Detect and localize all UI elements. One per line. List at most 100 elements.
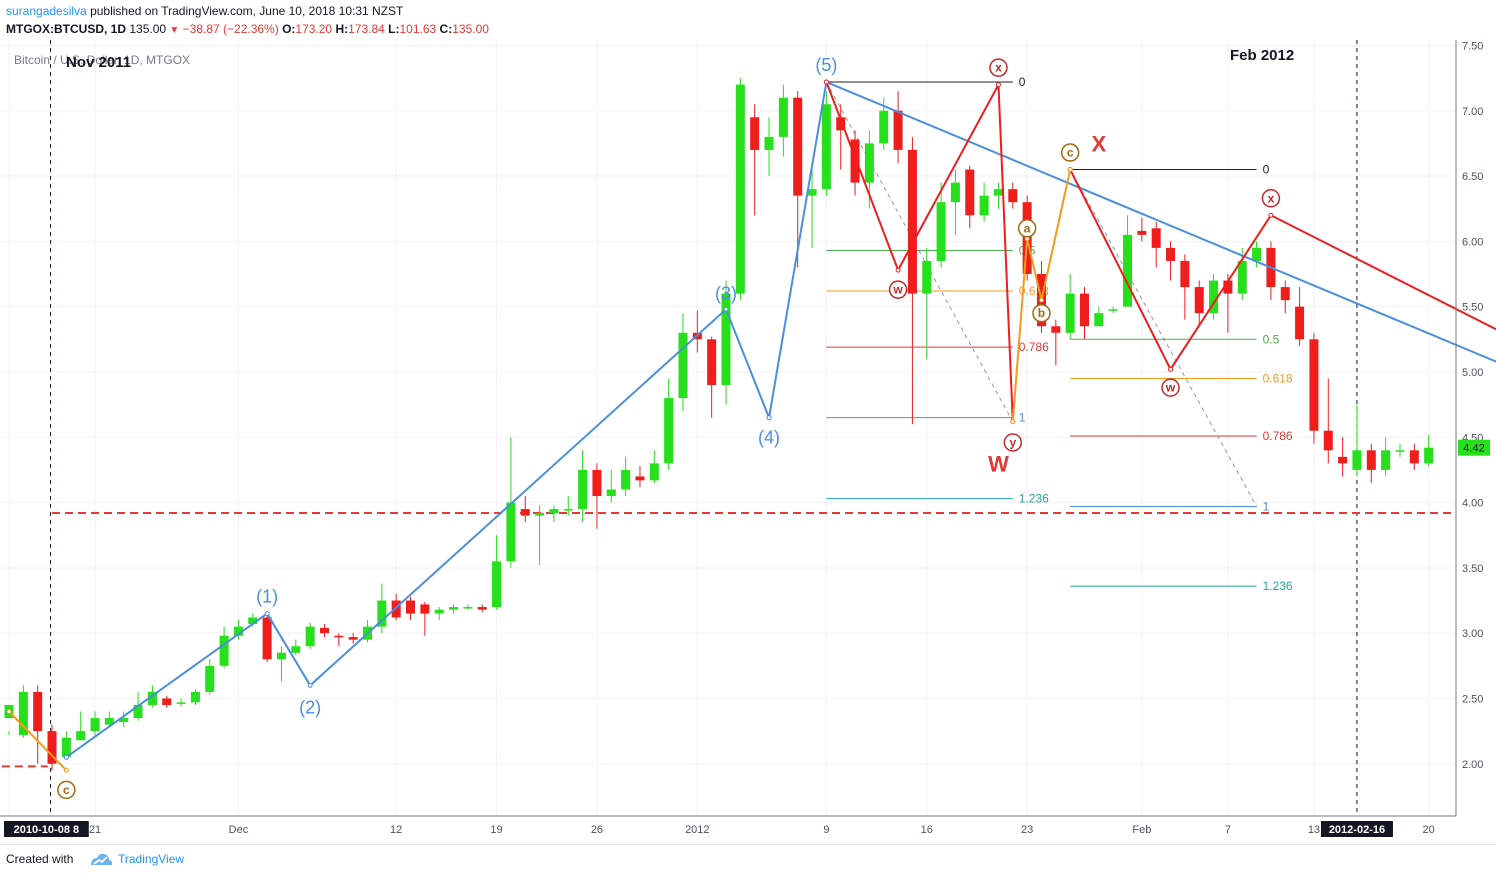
wave-pivot bbox=[1038, 297, 1044, 303]
candle-body bbox=[248, 617, 258, 625]
candle-body bbox=[1381, 450, 1391, 470]
candle-body bbox=[1065, 293, 1075, 333]
wave-pivot bbox=[1067, 167, 1073, 173]
fib-label: 1.236 bbox=[1263, 579, 1293, 593]
x-tick-highlight bbox=[4, 821, 89, 837]
wave-label-c: c bbox=[63, 783, 70, 797]
candle-body bbox=[1366, 450, 1376, 470]
wave-label-w: w bbox=[892, 283, 903, 297]
wave-pivot bbox=[1268, 212, 1274, 218]
candle-body bbox=[205, 665, 215, 692]
y-tick-label: 3.00 bbox=[1462, 628, 1483, 640]
fib-label: 0.5 bbox=[1263, 332, 1280, 346]
chart-header: surangadesilva published on TradingView.… bbox=[0, 0, 1496, 40]
candle-body bbox=[592, 469, 602, 497]
candle-body bbox=[420, 604, 430, 614]
y-tick-label: 5.00 bbox=[1462, 367, 1483, 379]
y-tick-label: 5.50 bbox=[1462, 302, 1483, 314]
fib-label: 0.618 bbox=[1263, 371, 1293, 385]
reference-lines bbox=[1, 40, 1456, 816]
candle-body bbox=[1123, 234, 1133, 307]
candle-body bbox=[434, 609, 444, 614]
wave-label-major: X bbox=[1091, 131, 1106, 156]
x-tick-label: 2012 bbox=[685, 824, 709, 836]
candle-body bbox=[750, 117, 760, 150]
wave-pivot bbox=[723, 306, 729, 312]
fib-label: 0.786 bbox=[1263, 429, 1293, 443]
candle-body bbox=[233, 626, 243, 636]
trend-helper bbox=[825, 81, 1014, 422]
candle-body bbox=[1424, 447, 1434, 464]
fib-label: 0.786 bbox=[1019, 340, 1049, 354]
open-value: 173.20 bbox=[295, 22, 333, 36]
author-link[interactable]: surangadesilva bbox=[6, 4, 87, 18]
y-tick-label: 7.00 bbox=[1462, 106, 1483, 118]
candlestick-chart[interactable]: 00.50.6180.78611.23600.50.6180.78611.236… bbox=[0, 40, 1496, 844]
candle-body bbox=[1108, 309, 1118, 311]
wave-label-abc-ring bbox=[1060, 143, 1080, 162]
y-tick-label: 3.50 bbox=[1462, 563, 1483, 575]
wave-label-abc: b bbox=[1038, 306, 1045, 320]
wave-label-major: W bbox=[988, 451, 1009, 476]
y-tick-label: 7.50 bbox=[1462, 40, 1483, 52]
candle-body bbox=[864, 143, 874, 183]
tradingview-link[interactable]: TradingView bbox=[118, 852, 185, 866]
candle-body bbox=[348, 637, 358, 640]
last-price: 135.00 bbox=[129, 22, 167, 36]
candle-body bbox=[922, 260, 932, 294]
high-value: 173.84 bbox=[348, 22, 385, 36]
wave-label-y-ring bbox=[1261, 189, 1281, 208]
candle-body bbox=[649, 463, 659, 481]
candle-body bbox=[979, 195, 989, 216]
candles bbox=[4, 78, 1434, 771]
candle-body bbox=[936, 202, 946, 261]
candle-body bbox=[1323, 430, 1333, 451]
symbol-label: MTGOX:BTCUSD, 1D bbox=[6, 22, 126, 36]
x-tick-label: 23 bbox=[1021, 824, 1033, 836]
close-value: 135.00 bbox=[452, 22, 489, 36]
candle-body bbox=[563, 509, 573, 511]
candle-body bbox=[1209, 280, 1219, 314]
candle-body bbox=[707, 339, 717, 386]
x-tick-label: 16 bbox=[921, 824, 933, 836]
candle-body bbox=[1309, 339, 1319, 431]
x-tick-label: 19 bbox=[490, 824, 502, 836]
x-tick-label: 21 bbox=[89, 824, 101, 836]
candle-body bbox=[520, 509, 530, 516]
candle-body bbox=[492, 561, 502, 608]
wave-label-w-ring bbox=[888, 280, 908, 299]
publish-info: published on TradingView.com, June 10, 2… bbox=[90, 4, 404, 18]
candle-body bbox=[219, 635, 229, 666]
wave-label-w: x bbox=[995, 61, 1002, 75]
period-label-right: Feb 2012 bbox=[1230, 47, 1294, 64]
wave-line-y bbox=[1069, 169, 1496, 372]
x-tick-label: 12 bbox=[390, 824, 402, 836]
wave-label-impulse: (2) bbox=[299, 698, 321, 718]
fib-label: 1.236 bbox=[1019, 492, 1049, 506]
wave-label-impulse: (3) bbox=[715, 284, 737, 304]
candle-body bbox=[635, 476, 645, 481]
created-with-label: Created with bbox=[6, 852, 74, 866]
candle-body bbox=[735, 84, 745, 294]
candle-body bbox=[406, 600, 416, 614]
candle-body bbox=[549, 509, 559, 514]
wave-label-impulse: (1) bbox=[256, 587, 278, 607]
candle-body bbox=[621, 469, 631, 490]
candle-body bbox=[1223, 280, 1233, 294]
candle-body bbox=[578, 469, 588, 510]
candle-body bbox=[463, 607, 473, 609]
wave-label-impulse: (5) bbox=[815, 55, 837, 75]
wave-label-w: y bbox=[1009, 435, 1016, 449]
candle-body bbox=[276, 652, 286, 660]
wave-pivot bbox=[823, 79, 829, 85]
candle-body bbox=[965, 169, 975, 216]
candle-body bbox=[1008, 189, 1018, 203]
candle-body bbox=[993, 189, 1003, 196]
wave-label-abc: c bbox=[1067, 146, 1074, 160]
y-tick-label: 6.50 bbox=[1462, 171, 1483, 183]
candle-body bbox=[1395, 450, 1405, 452]
candle-body bbox=[1338, 456, 1348, 464]
wave-label-y: w bbox=[1165, 381, 1176, 395]
candle-body bbox=[262, 617, 272, 660]
